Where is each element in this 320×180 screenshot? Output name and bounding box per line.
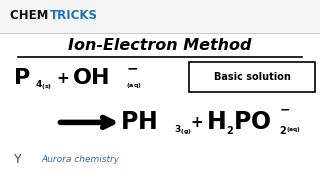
Text: $\bf{_{(aq)}}$: $\bf{_{(aq)}}$ <box>286 126 301 135</box>
Text: CHEM: CHEM <box>10 9 52 22</box>
Text: TRICKS: TRICKS <box>50 9 98 22</box>
Text: $\bf{PO}$: $\bf{PO}$ <box>233 110 271 134</box>
Text: $\bf{_{(aq)}}$: $\bf{_{(aq)}}$ <box>126 81 142 91</box>
Text: Ion-Electron Method: Ion-Electron Method <box>68 38 252 53</box>
Text: $\bf{+}$: $\bf{+}$ <box>190 115 204 130</box>
Text: $\bf{P}$: $\bf{P}$ <box>13 68 30 88</box>
Text: $\bf{2}$: $\bf{2}$ <box>279 125 287 136</box>
Text: $\bf{PH}$: $\bf{PH}$ <box>120 110 157 134</box>
Text: $\bf{+}$: $\bf{+}$ <box>56 71 69 86</box>
FancyBboxPatch shape <box>189 62 315 92</box>
Text: $\bf{2}$: $\bf{2}$ <box>226 125 234 136</box>
Text: $\bf{3_{(g)}}$: $\bf{3_{(g)}}$ <box>174 124 192 137</box>
Text: Basic solution: Basic solution <box>214 72 291 82</box>
Text: $\bf{-}$: $\bf{-}$ <box>126 60 139 75</box>
FancyBboxPatch shape <box>0 0 320 33</box>
Text: Aurora chemistry: Aurora chemistry <box>42 155 120 164</box>
Text: $\bf{H}$: $\bf{H}$ <box>206 110 226 134</box>
Text: $\bf{-}$: $\bf{-}$ <box>279 102 290 115</box>
Text: $\bf{4_{(s)}}$: $\bf{4_{(s)}}$ <box>35 79 52 92</box>
Text: $\Upsilon$: $\Upsilon$ <box>13 153 22 166</box>
Text: $\bf{OH}$: $\bf{OH}$ <box>72 68 109 88</box>
